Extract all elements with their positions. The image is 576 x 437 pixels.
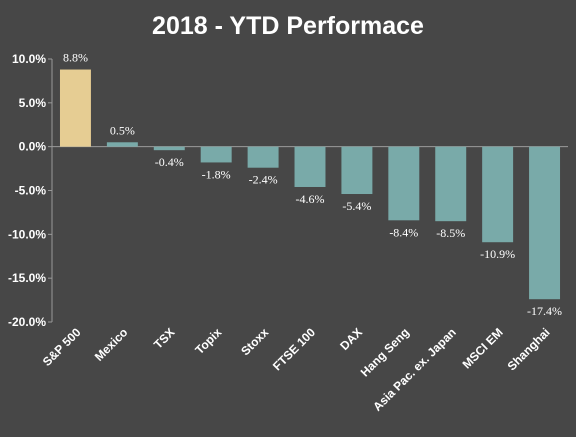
data-label: -2.4% (249, 173, 278, 187)
x-tick-label: Topix (192, 325, 224, 357)
data-label: 0.5% (110, 123, 135, 137)
data-label: -4.6% (296, 192, 325, 206)
bar (59, 69, 91, 147)
data-label: -1.8% (202, 167, 231, 181)
x-tick-label: TSX (151, 325, 177, 351)
y-tick-label: -5.0% (15, 184, 47, 198)
data-label: 8.8% (63, 51, 88, 65)
y-tick-label: 5.0% (19, 96, 47, 110)
bar (435, 146, 467, 222)
data-label: -8.4% (389, 225, 418, 239)
x-tick-label: Stoxx (238, 325, 271, 358)
x-tick-label: Mexico (92, 325, 131, 364)
x-tick-label: MSCI EM (460, 325, 506, 371)
bar (294, 146, 326, 187)
data-label: -8.5% (436, 226, 465, 240)
x-tick-label: Shanghai (505, 325, 553, 373)
x-tick-label: S&P 500 (40, 325, 84, 369)
x-tick-label: Asia Pac. ex. Japan (370, 325, 459, 414)
bar (529, 146, 561, 300)
chart-title: 2018 - YTD Performace (152, 12, 424, 40)
data-label: -17.4% (527, 304, 562, 318)
data-label: -10.9% (480, 247, 515, 261)
y-tick-label: -20.0% (8, 315, 46, 329)
bar (247, 146, 279, 168)
data-labels: 8.8% 0.5% -0.4% -1.8% -2.4% -4.6% -5.4% -8.4% -8… (63, 51, 562, 319)
bar (388, 146, 420, 221)
data-label: -0.4% (155, 155, 184, 169)
bar (341, 146, 373, 195)
data-label: -5.4% (342, 199, 371, 213)
y-tick-label: -15.0% (8, 271, 46, 285)
x-tick-label: FTSE 100 (270, 325, 318, 373)
y-tick-label: -10.0% (8, 227, 46, 241)
bar (482, 146, 514, 243)
bar (153, 146, 185, 151)
x-tick-label: DAX (337, 325, 365, 353)
y-tick-labels: 10.0% 5.0% 0.0% -5.0% -10.0% -15.0% -20.0% (8, 52, 46, 329)
y-tick-label: 0.0% (19, 140, 47, 154)
bar (200, 146, 232, 163)
y-tick-label: 10.0% (12, 52, 46, 66)
bar (106, 142, 138, 147)
bars (59, 69, 561, 300)
